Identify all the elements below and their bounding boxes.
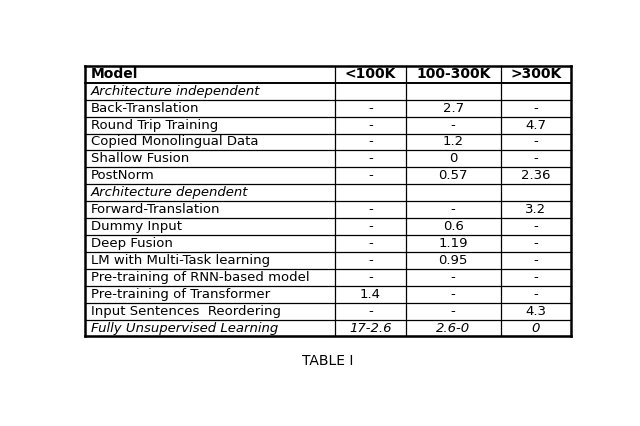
Text: 1.2: 1.2 — [443, 135, 464, 149]
Text: 2.7: 2.7 — [443, 102, 464, 115]
Text: Pre-training of RNN-based model: Pre-training of RNN-based model — [91, 271, 310, 284]
Text: -: - — [451, 271, 456, 284]
Text: LM with Multi-Task learning: LM with Multi-Task learning — [91, 254, 270, 267]
Text: -: - — [368, 135, 373, 149]
Text: Back-Translation: Back-Translation — [91, 102, 200, 115]
Text: Forward-Translation: Forward-Translation — [91, 203, 220, 216]
Text: -: - — [533, 254, 538, 267]
Text: Architecture dependent: Architecture dependent — [91, 186, 248, 199]
Text: TABLE I: TABLE I — [302, 354, 354, 368]
Text: -: - — [533, 237, 538, 250]
Text: -: - — [368, 203, 373, 216]
Text: Input Sentences  Reordering: Input Sentences Reordering — [91, 305, 281, 318]
Text: -: - — [451, 118, 456, 132]
Text: 2.6-0: 2.6-0 — [436, 322, 470, 334]
Text: -: - — [533, 135, 538, 149]
Text: -: - — [368, 102, 373, 115]
Text: Deep Fusion: Deep Fusion — [91, 237, 173, 250]
Text: 100-300K: 100-300K — [416, 67, 490, 81]
Text: -: - — [368, 305, 373, 318]
Text: -: - — [368, 220, 373, 233]
Text: 0: 0 — [449, 153, 458, 165]
Text: 0.57: 0.57 — [438, 169, 468, 182]
Text: 4.7: 4.7 — [525, 118, 547, 132]
Text: -: - — [368, 169, 373, 182]
Text: Fully Unsupervised Learning: Fully Unsupervised Learning — [91, 322, 278, 334]
Text: -: - — [533, 102, 538, 115]
Text: Model: Model — [91, 67, 138, 81]
Text: 4.3: 4.3 — [525, 305, 547, 318]
Text: Shallow Fusion: Shallow Fusion — [91, 153, 189, 165]
Text: -: - — [368, 237, 373, 250]
Text: -: - — [368, 254, 373, 267]
Text: Pre-training of Transformer: Pre-training of Transformer — [91, 288, 270, 301]
Text: Round Trip Training: Round Trip Training — [91, 118, 218, 132]
Text: 2.36: 2.36 — [521, 169, 550, 182]
Text: 17-2.6: 17-2.6 — [349, 322, 392, 334]
Text: 3.2: 3.2 — [525, 203, 547, 216]
Text: 1.19: 1.19 — [438, 237, 468, 250]
Text: Copied Monolingual Data: Copied Monolingual Data — [91, 135, 259, 149]
Text: 0.95: 0.95 — [438, 254, 468, 267]
Text: -: - — [533, 153, 538, 165]
Text: -: - — [368, 153, 373, 165]
Text: PostNorm: PostNorm — [91, 169, 155, 182]
Text: -: - — [451, 305, 456, 318]
Text: 0.6: 0.6 — [443, 220, 463, 233]
Text: -: - — [533, 288, 538, 301]
Text: Dummy Input: Dummy Input — [91, 220, 182, 233]
Text: -: - — [368, 271, 373, 284]
Text: -: - — [451, 203, 456, 216]
Text: Architecture independent: Architecture independent — [91, 85, 260, 98]
Text: -: - — [368, 118, 373, 132]
Text: 0: 0 — [532, 322, 540, 334]
Text: -: - — [451, 288, 456, 301]
Text: >300K: >300K — [510, 67, 561, 81]
Text: -: - — [533, 220, 538, 233]
Text: 1.4: 1.4 — [360, 288, 381, 301]
Text: -: - — [533, 271, 538, 284]
Text: <100K: <100K — [345, 67, 396, 81]
